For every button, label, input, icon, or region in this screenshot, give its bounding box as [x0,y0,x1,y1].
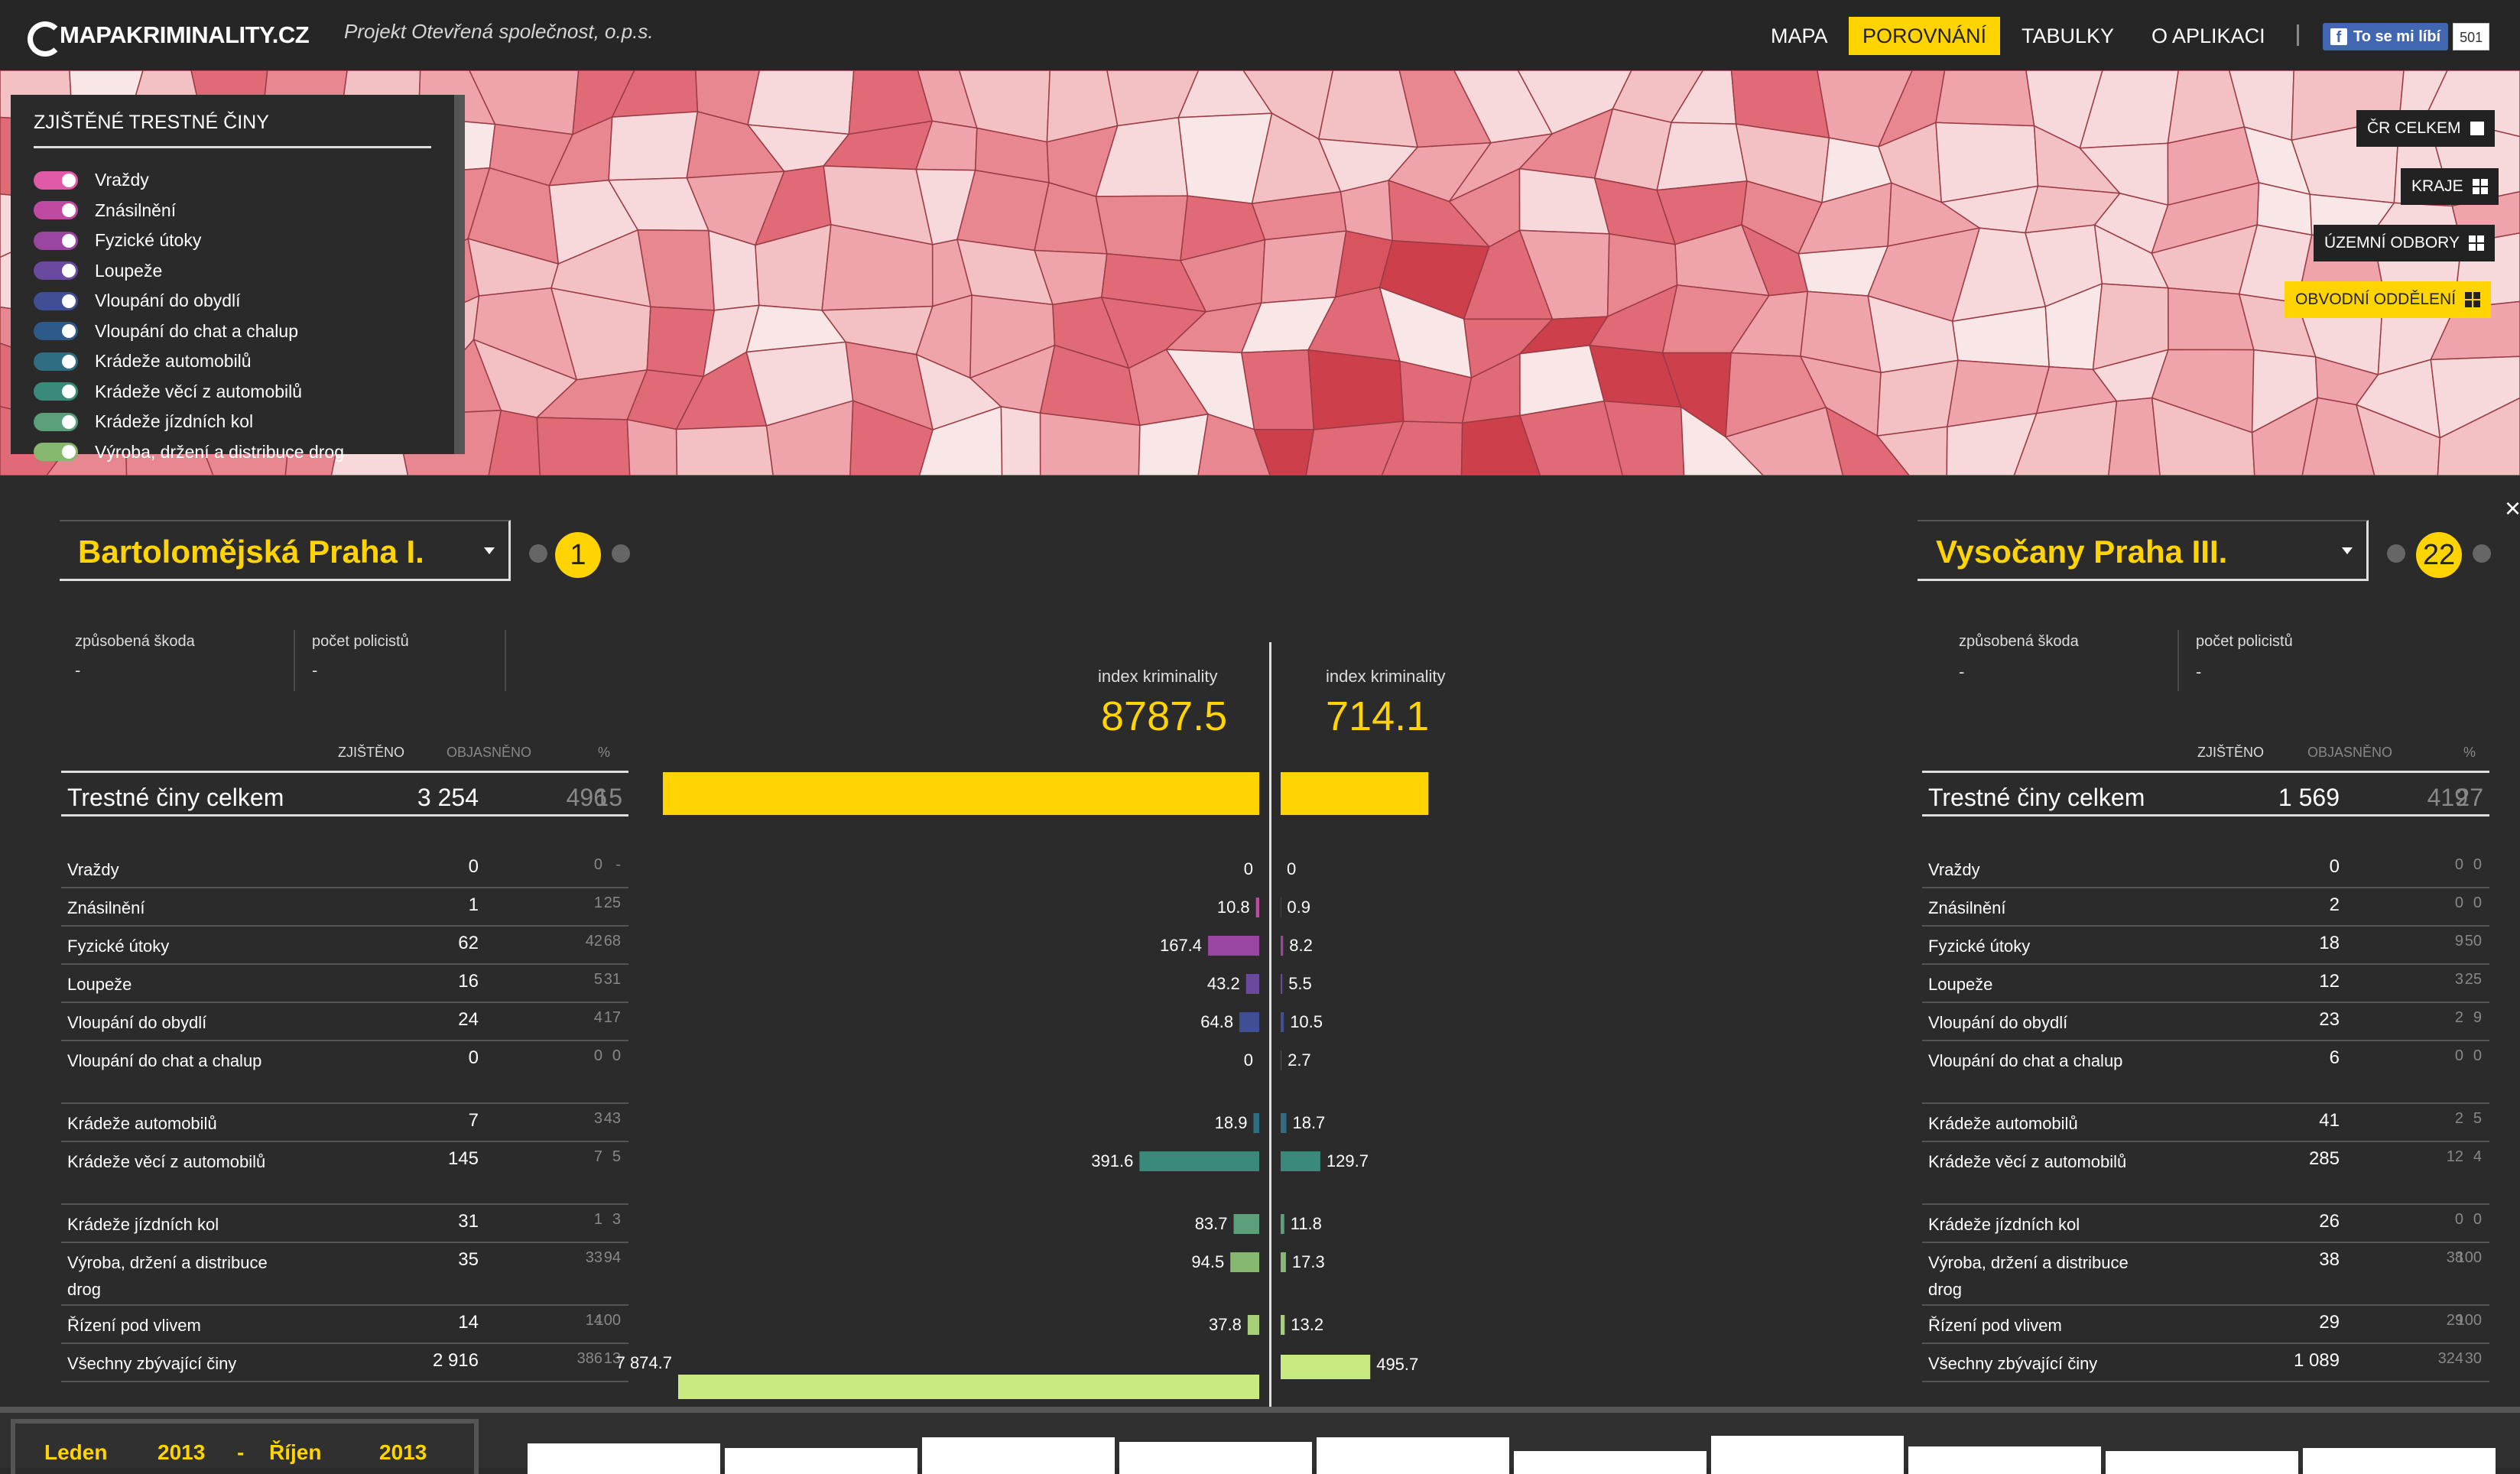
bar-label-left: 43.2 [1207,974,1240,993]
bar-label-right: 0 [1287,859,1296,878]
chart-bar-right [1281,1315,1284,1335]
chart-bar-left [1234,1214,1259,1234]
chart-bar-left [1253,1113,1259,1133]
bar-label-left: 18.9 [1215,1113,1248,1132]
month-bar[interactable] [1711,1436,1904,1474]
bar-label-left: 391.6 [1091,1151,1133,1170]
chart-bar-right [1281,1355,1370,1379]
month-bar[interactable] [2106,1451,2298,1474]
chart-bar-left [1246,974,1259,994]
chart-bar-left [678,1375,1259,1399]
from-year[interactable]: 2013 [158,1440,205,1465]
crime-index-chart: 0 0 10.8 0.9 167.4 8.2 43.2 5.5 64.8 10.5 0 2.7 18.9… [0,0,2520,1407]
total-bar-left [663,772,1259,815]
chart-bar-right [1281,1252,1286,1272]
month-bar[interactable] [1514,1451,1707,1474]
bar-label-right: 11.8 [1291,1214,1322,1233]
chart-bar-left [1139,1151,1259,1171]
from-month[interactable]: Leden [44,1440,107,1465]
month-timeline[interactable] [528,1434,2496,1474]
bar-label-right: 495.7 [1376,1355,1418,1374]
month-bar[interactable] [922,1437,1115,1474]
chart-bar-left [1256,898,1259,917]
month-bar[interactable] [528,1443,720,1474]
time-range-footer: Leden 2013 - Říjen 2013 [0,1407,2520,1468]
chart-bar-right [1281,936,1283,956]
chart-bar-right [1281,1113,1286,1133]
chart-bar-left [1248,1315,1259,1335]
month-bar[interactable] [2303,1448,2496,1474]
month-bar[interactable] [725,1448,917,1474]
bar-label-right: 5.5 [1288,974,1312,993]
bar-label-right: 129.7 [1327,1151,1369,1170]
bar-label-left: 37.8 [1209,1315,1242,1334]
bar-label-left: 0 [1244,1050,1253,1070]
month-bar[interactable] [1119,1442,1312,1474]
bar-label-right: 18.7 [1292,1113,1325,1132]
bar-label-left: 94.5 [1191,1252,1224,1271]
chart-bar-right [1281,1151,1320,1171]
total-bar-right [1281,772,1428,815]
chart-bar-right [1281,1012,1284,1032]
bar-label-right: 10.5 [1290,1012,1323,1031]
bar-label-right: 8.2 [1289,936,1313,955]
to-year[interactable]: 2013 [379,1440,427,1465]
bar-label-right: 17.3 [1292,1252,1325,1271]
chart-bar-left [1208,936,1259,956]
bar-label-right: 0.9 [1287,898,1310,917]
bar-label-left: 0 [1244,859,1253,878]
bar-label-left: 167.4 [1160,936,1202,955]
date-dash: - [237,1440,244,1465]
date-range-selector[interactable]: Leden 2013 - Říjen 2013 [11,1419,479,1474]
bar-label-right: 13.2 [1291,1315,1323,1334]
bar-label-right: 2.7 [1288,1050,1311,1070]
bar-label-left: 7 874.7 [616,1353,672,1372]
bar-label-left: 10.8 [1217,898,1250,917]
bar-label-left: 83.7 [1195,1214,1228,1233]
chart-bar-left [1230,1252,1259,1272]
chart-bar-right [1281,974,1282,994]
month-bar[interactable] [1317,1437,1509,1474]
month-bar[interactable] [1908,1446,2101,1474]
bar-label-left: 64.8 [1200,1012,1233,1031]
chart-bar-right [1281,1214,1284,1234]
to-month[interactable]: Říjen [269,1440,321,1465]
chart-bar-left [1239,1012,1259,1032]
chart-center-axis [1269,642,1271,1407]
